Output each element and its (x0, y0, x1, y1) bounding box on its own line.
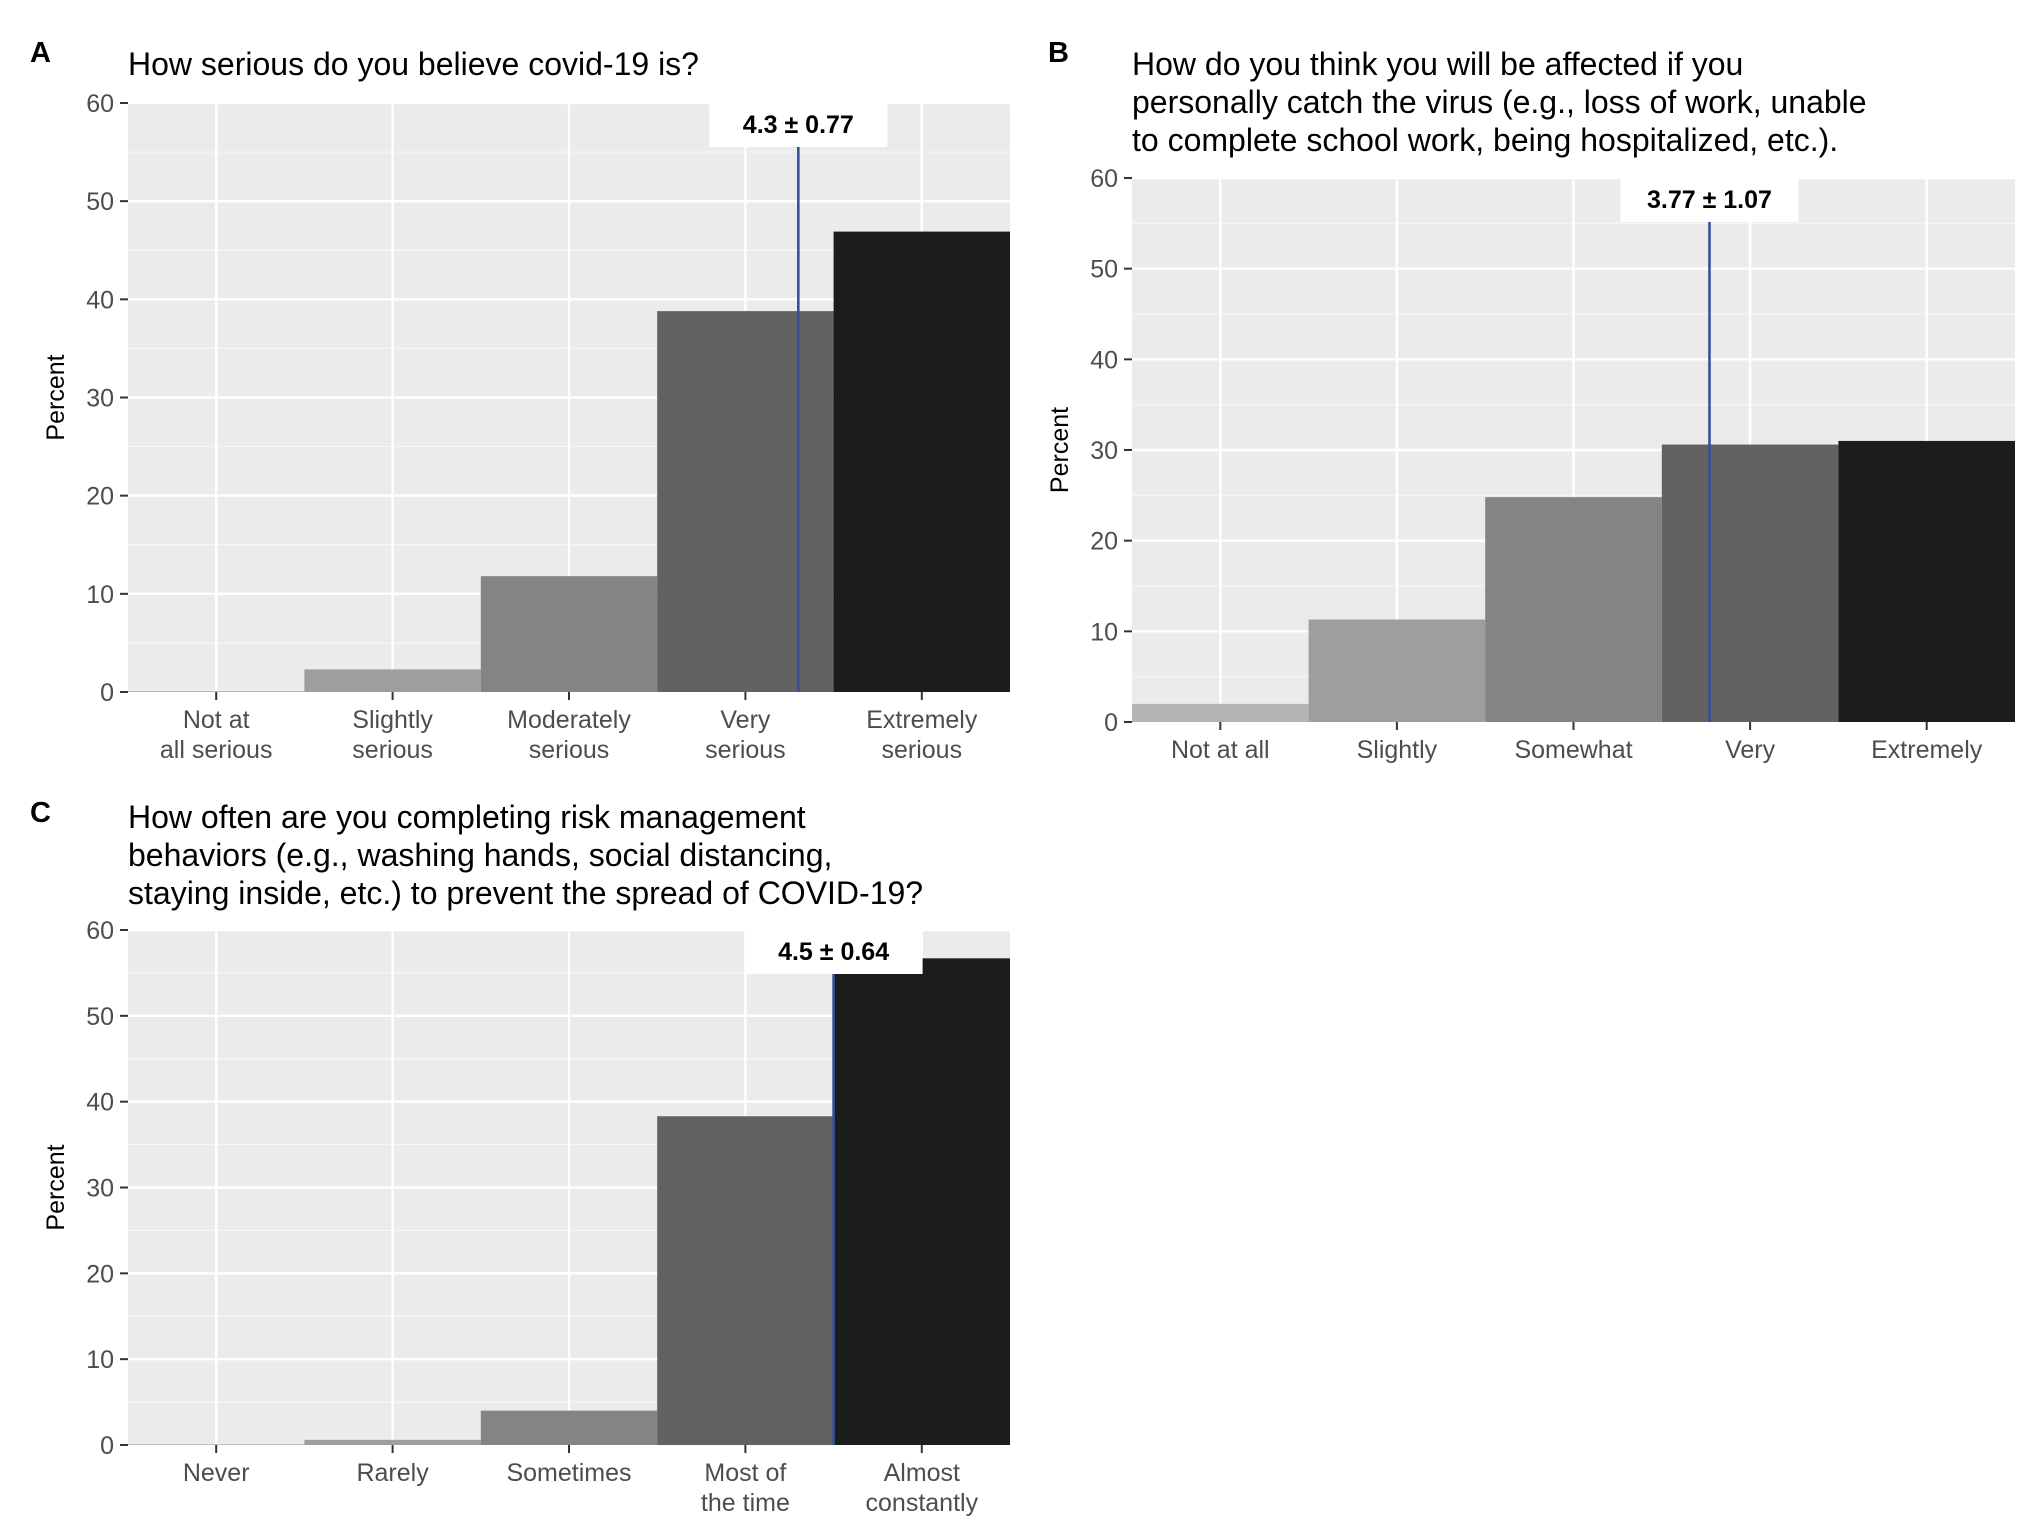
panel-title-line: behaviors (e.g., washing hands, social d… (128, 837, 832, 873)
y-tick-label: 60 (86, 917, 114, 945)
x-tick-label-line: Very (1725, 736, 1776, 764)
y-axis-title: Percent (1046, 407, 1074, 493)
bar-2 (1308, 619, 1486, 722)
y-tick-label: 50 (86, 1003, 114, 1031)
y-tick-label: 50 (1090, 256, 1118, 284)
x-tick-label: Very (1725, 736, 1776, 764)
mean-label-box (1620, 176, 1799, 222)
x-tick-label: Slightly serious (352, 706, 433, 764)
x-tick-label: Extremely (1871, 736, 1983, 764)
x-tick-label-line: Very (720, 706, 771, 734)
x-tick-label: Somewhat (1514, 736, 1632, 764)
y-tick-label: 10 (86, 581, 114, 609)
bar-2 (304, 1439, 481, 1445)
x-tick-label: Extremely serious (866, 706, 978, 764)
x-tick-label-line: Most of (704, 1459, 786, 1487)
panel-title-line: to complete school work, being hospitali… (1132, 122, 1838, 158)
x-tick-label-line: Not at all (1171, 736, 1270, 764)
y-axis-title: Percent (42, 1144, 70, 1230)
bar-3 (480, 576, 658, 692)
y-tick-label: 30 (1090, 437, 1118, 465)
bar-5 (1838, 440, 2015, 722)
x-tick-label-line: the time (701, 1489, 790, 1517)
panel-letter: A (30, 37, 51, 69)
x-tick-label-line: serious (529, 736, 610, 764)
bar-3 (1485, 497, 1662, 722)
bar-5 (833, 958, 1010, 1445)
x-tick-label-line: Almost (884, 1459, 960, 1487)
bar-5 (833, 231, 1010, 692)
y-tick-label: 50 (86, 188, 114, 216)
y-tick-label: 0 (100, 679, 114, 707)
panel-title: How often are you completing risk manage… (128, 799, 923, 911)
y-axis-title: Percent (42, 354, 70, 440)
x-tick-label-line: Extremely (1871, 736, 1983, 764)
x-tick-label-line: Extremely (866, 706, 978, 734)
x-tick-label-line: constantly (866, 1489, 979, 1517)
x-tick-label: Almost constantly (866, 1459, 979, 1517)
mean-label: 4.5 ± 0.64 (778, 938, 889, 966)
x-tick-label-line: Rarely (356, 1459, 429, 1487)
x-tick-label: Slightly (1357, 736, 1438, 764)
x-tick-label-line: Not at (183, 706, 250, 734)
bar-2 (304, 669, 481, 692)
x-tick-label-line: Sometimes (506, 1459, 631, 1487)
panel-title-line: How often are you completing risk manage… (128, 799, 806, 835)
y-tick-label: 10 (86, 1346, 114, 1374)
y-tick-label: 20 (86, 1260, 114, 1288)
mean-label: 4.3 ± 0.77 (743, 111, 854, 139)
x-tick-label: Rarely (356, 1459, 429, 1487)
panel-title-line: How do you think you will be affected if… (1132, 46, 1743, 82)
x-tick-label: Moderately serious (507, 706, 631, 764)
x-tick-label: Most of the time (701, 1459, 790, 1517)
bar-1 (128, 691, 305, 692)
y-tick-label: 20 (86, 483, 114, 511)
y-tick-label: 60 (1090, 165, 1118, 193)
mean-label-box (744, 928, 923, 974)
x-tick-label-line: serious (705, 736, 786, 764)
y-tick-label: 40 (86, 1089, 114, 1117)
mean-label-box (709, 101, 888, 147)
mean-label: 3.77 ± 1.07 (1647, 186, 1772, 214)
y-tick-label: 40 (1090, 346, 1118, 374)
x-tick-label: Very serious (705, 706, 786, 764)
panel-a: A How serious do you believe covid-19 is?… (30, 37, 1010, 764)
panel-letter: B (1048, 37, 1069, 69)
x-tick-label-line: Slightly (1357, 736, 1438, 764)
bar-4 (1661, 444, 1839, 722)
bar-4 (657, 311, 834, 692)
bar-3 (480, 1410, 658, 1445)
x-tick-label-line: serious (882, 736, 963, 764)
x-tick-label-line: Slightly (352, 706, 433, 734)
bar-4 (657, 1116, 834, 1445)
y-tick-label: 0 (1104, 709, 1118, 737)
y-tick-label: 20 (1090, 528, 1118, 556)
panel-title: How serious do you believe covid-19 is? (128, 46, 699, 82)
bar-1 (1132, 703, 1309, 722)
panel-b: B How do you think you will be affected i… (1046, 37, 2015, 764)
panel-title: How do you think you will be affected if… (1132, 46, 1867, 158)
y-tick-label: 40 (86, 286, 114, 314)
panel-title-line: staying inside, etc.) to prevent the spr… (128, 875, 923, 911)
x-tick-label-line: serious (352, 736, 433, 764)
x-tick-label: Not at all (1171, 736, 1270, 764)
panel-c: C How often are you completing risk manag… (30, 797, 1010, 1517)
x-tick-label-line: Moderately (507, 706, 631, 734)
panel-letter: C (30, 797, 51, 829)
y-tick-label: 30 (86, 1175, 114, 1203)
bar-1 (128, 1444, 305, 1445)
y-tick-label: 0 (100, 1432, 114, 1460)
x-tick-label: Not at all serious (160, 706, 273, 764)
x-tick-label: Never (183, 1459, 250, 1487)
y-tick-label: 10 (1090, 618, 1118, 646)
x-tick-label: Sometimes (506, 1459, 631, 1487)
panel-title-line: How serious do you believe covid-19 is? (128, 46, 699, 82)
x-tick-label-line: all serious (160, 736, 273, 764)
x-tick-label-line: Somewhat (1514, 736, 1632, 764)
y-tick-label: 30 (86, 385, 114, 413)
x-tick-label-line: Never (183, 1459, 250, 1487)
panel-title-line: personally catch the virus (e.g., loss o… (1132, 84, 1867, 120)
y-tick-label: 60 (86, 90, 114, 118)
